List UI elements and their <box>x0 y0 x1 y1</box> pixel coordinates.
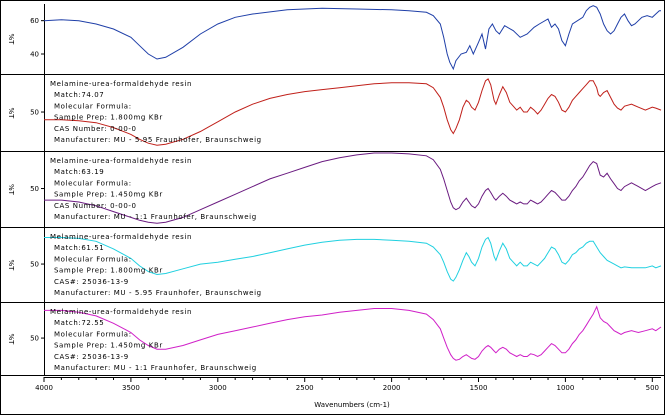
match-info-line: Match:74.07 <box>54 91 104 99</box>
x-tick-label: 500 <box>646 384 659 392</box>
y-tick-label: 50 <box>30 185 39 193</box>
x-tick-label: 1000 <box>556 384 574 392</box>
match-info-line: Manufacturer: MU - 5.95 Fraunhofer, Brau… <box>54 289 262 297</box>
panel-match1: %T 50 Melamine-urea-formaldehyde resin Matc… <box>0 75 665 152</box>
match-info-line: Sample Prep: 1.800mg KBr <box>54 267 163 275</box>
compound-name: Melamine-urea-formaldehyde resin <box>50 157 192 165</box>
x-tick-label: 2000 <box>383 384 401 392</box>
compound-name: Melamine-urea-formaldehyde resin <box>50 233 192 241</box>
panel-match3: %T 50 Melamine-urea-formaldehyde resin Matc… <box>0 228 665 303</box>
match-info-line: Molecular Formula: <box>54 330 132 338</box>
x-tick-label: 4000 <box>35 384 53 392</box>
match-info-line: Molecular Formula: <box>54 255 132 263</box>
match-info-line: Sample Prep: 1.450mg KBr <box>54 191 163 199</box>
panel-sample: %T 60 40 <box>0 4 665 75</box>
spectrum-line-match2 <box>44 152 662 224</box>
panel-match4: %T 50 Melamine-urea-formaldehyde resin Matc… <box>0 303 665 376</box>
x-axis: 4000 3500 3000 2500 2000 1500 1000 500 <box>35 377 661 392</box>
match-info-line: Sample Prep: 1.800mg KBr <box>54 114 163 122</box>
y-axis-label: %T <box>7 108 15 120</box>
y-axis-label: %T <box>7 34 15 46</box>
match-info-line: Sample Prep: 1.450mg KBr <box>54 342 163 350</box>
match-info-line: Match:61.51 <box>54 244 104 252</box>
spectrum-line-match4 <box>44 305 662 361</box>
compound-name: Melamine-urea-formaldehyde resin <box>50 308 192 316</box>
panel-match2: %T 50 Melamine-urea-formaldehyde resin Matc… <box>0 152 665 228</box>
y-tick-label: 60 <box>30 17 39 25</box>
x-tick-label: 3500 <box>122 384 140 392</box>
spectrum-line-match3 <box>44 236 662 282</box>
match-info-line: Molecular Formula: <box>54 102 132 110</box>
y-axis-label: %T <box>7 334 15 346</box>
match-info-line: CAS Number: 0-00-0 <box>54 202 137 210</box>
y-axis-label: %T <box>7 260 15 272</box>
match-info-line: Manufacturer: MU - 5.95 Fraunhofer, Brau… <box>54 136 262 144</box>
match-info-line: Match:72.55 <box>54 319 104 327</box>
match-info-line: CAS Number: 0-00-0 <box>54 125 137 133</box>
match-info-line: Match:63.19 <box>54 168 104 176</box>
match-info-line: Manufacturer: MU - 1:1 Fraunhofer, Braun… <box>54 213 257 221</box>
spectrum-line-match1 <box>44 78 662 146</box>
y-axis-label: %T <box>7 184 15 196</box>
match-info-line: CAS#: 25036-13-9 <box>54 353 129 361</box>
x-tick-label: 1500 <box>470 384 488 392</box>
x-tick-label: 2500 <box>296 384 314 392</box>
match-info-line: Manufacturer: MU - 1:1 Fraunhofer, Braun… <box>54 364 257 372</box>
spectrum-line-sample <box>43 5 661 71</box>
x-axis-label: Wavenumbers (cm-1) <box>314 401 390 409</box>
match-info-line: Molecular Formula: <box>54 179 132 187</box>
compound-name: Melamine-urea-formaldehyde resin <box>50 80 192 88</box>
y-tick-label: 50 <box>30 261 39 269</box>
y-tick-label: 50 <box>30 109 39 117</box>
x-tick-label: 3000 <box>209 384 227 392</box>
y-tick-label: 50 <box>30 335 39 343</box>
match-info-line: CAS#: 25036-13-9 <box>54 278 129 286</box>
spectrum-panels: %T 60 40 %T 50 Melamine-urea-formaldehyde res… <box>0 4 665 376</box>
y-tick-label: 40 <box>30 51 39 59</box>
